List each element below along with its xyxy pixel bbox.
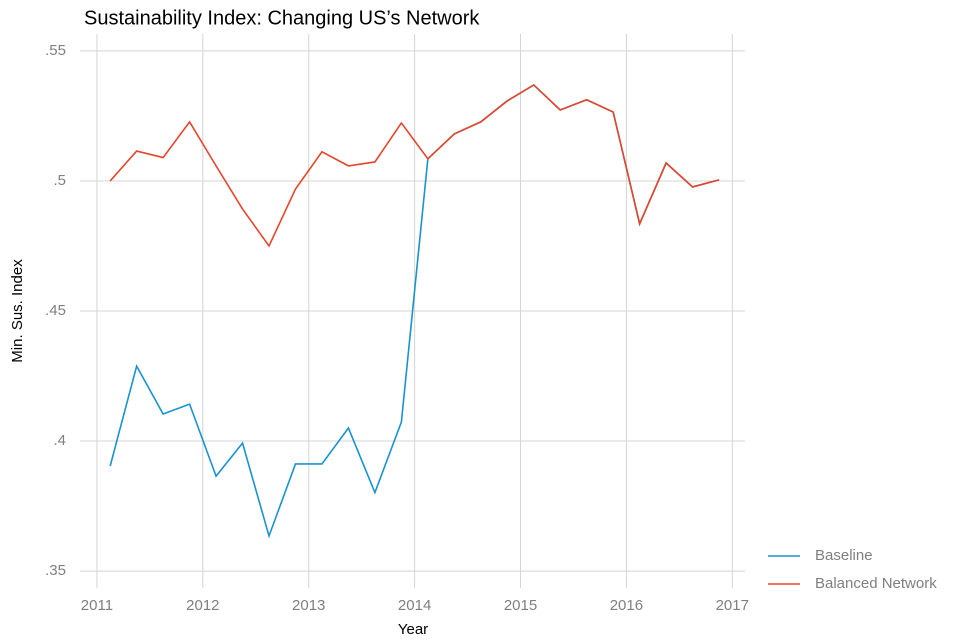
x-tick-label: 2014	[398, 597, 431, 614]
x-tick-label: 2012	[186, 597, 219, 614]
x-tick-label: 2016	[610, 597, 643, 614]
legend-label: Baseline	[815, 547, 873, 564]
x-tick-label: 2011	[81, 597, 113, 614]
x-tick-label: 2015	[504, 597, 537, 614]
chart-title: Sustainability Index: Changing US’s Netw…	[84, 7, 480, 29]
x-tick-label: 2017	[716, 597, 749, 614]
y-tick-label: .55	[45, 42, 66, 59]
line	[109, 83, 720, 248]
x-tick-label: 2013	[292, 597, 325, 614]
y-tick-label: .35	[45, 562, 66, 579]
legend-label: Balanced Network	[815, 575, 937, 592]
y-tick-label: .5	[53, 172, 66, 189]
y-tick-label: .45	[45, 302, 66, 319]
y-tick-label: .4	[53, 432, 66, 449]
x-axis-label: Year	[398, 621, 428, 638]
y-axis-label: Min. Sus. Index	[9, 259, 26, 363]
